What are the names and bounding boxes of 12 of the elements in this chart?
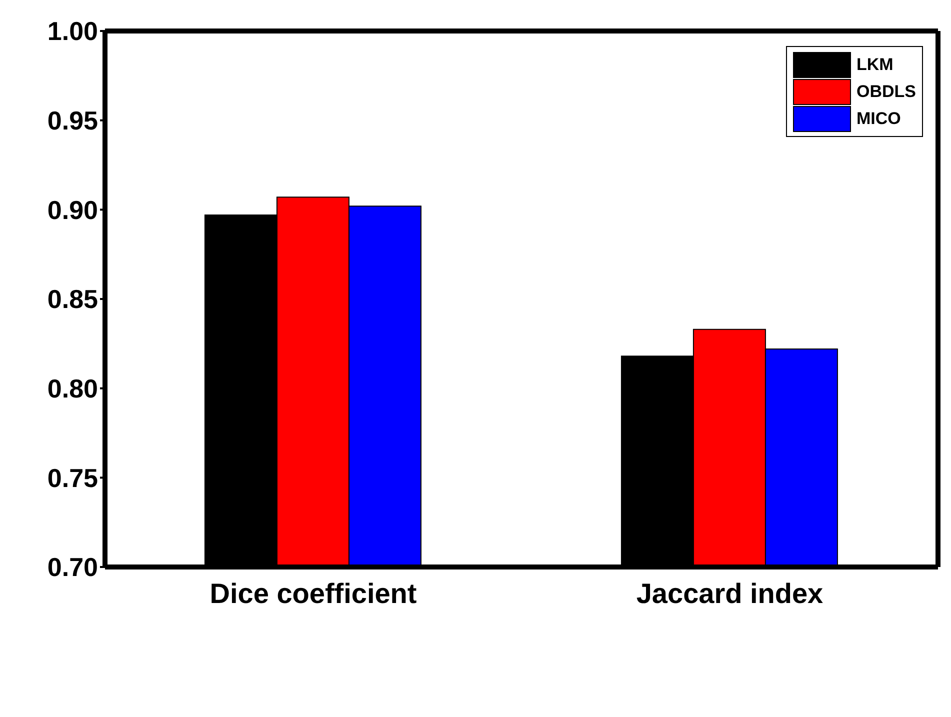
legend-label: MICO bbox=[856, 108, 901, 128]
y-tick-label: 0.75 bbox=[47, 462, 98, 493]
y-tick-label: 0.90 bbox=[47, 194, 98, 225]
y-tick-label: 1.00 bbox=[47, 16, 98, 46]
y-tick-label: 0.80 bbox=[47, 374, 98, 404]
x-tick-label: Dice coefficient bbox=[210, 578, 417, 609]
legend-label: OBDLS bbox=[856, 82, 916, 102]
y-tick-label: 0.70 bbox=[47, 552, 98, 582]
y-tick-label: 0.85 bbox=[47, 284, 98, 314]
legend-label: LKM bbox=[856, 54, 894, 74]
x-tick-label: Jaccard index bbox=[636, 578, 824, 609]
y-tick-label: 0.95 bbox=[47, 106, 98, 136]
